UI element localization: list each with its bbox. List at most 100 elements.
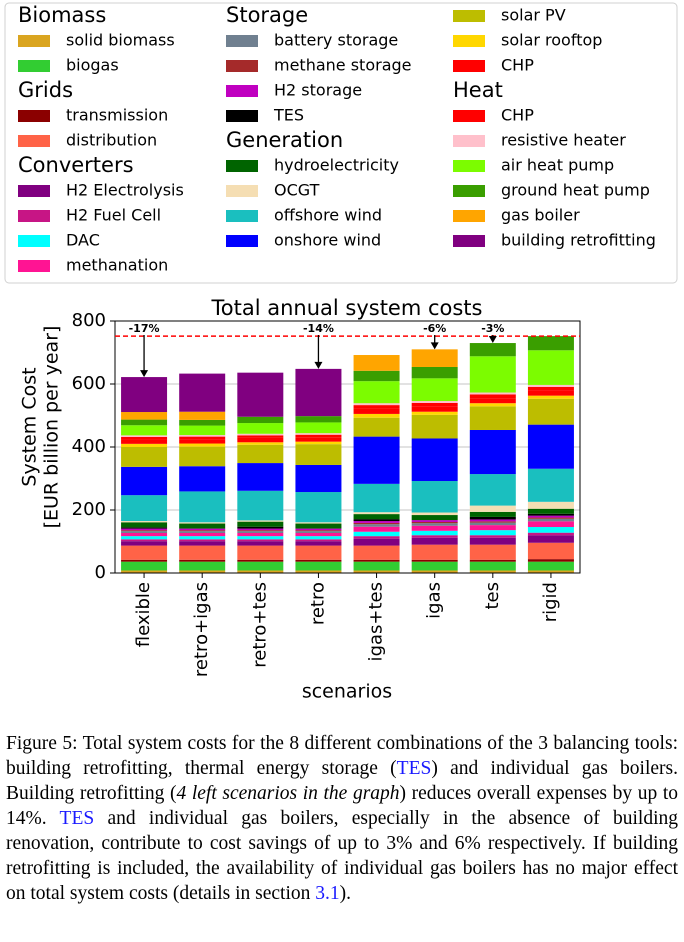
- bar-segment: [121, 530, 168, 532]
- bar-segment: [527, 390, 574, 396]
- legend-box: [4, 2, 678, 284]
- bar-segment: [295, 536, 342, 540]
- bar-segment: [353, 526, 400, 532]
- bar-segment: [411, 402, 458, 407]
- bar-segment: [411, 559, 458, 562]
- bar-segment: [353, 521, 400, 523]
- bar-segment: [527, 336, 574, 351]
- bar-segment: [353, 403, 400, 406]
- legend-swatch: [226, 160, 258, 172]
- bar-segment: [179, 523, 226, 529]
- bar-segment: [527, 395, 574, 399]
- bar-segment: [295, 434, 342, 438]
- bar-segment: [411, 515, 458, 521]
- bar-segment: [469, 394, 516, 399]
- bar-segment: [237, 528, 284, 531]
- bar-segment: [295, 437, 342, 442]
- bar-segment: [353, 545, 400, 560]
- bar-segment: [121, 532, 168, 537]
- bar-segment: [179, 570, 226, 573]
- bar-segment: [411, 525, 458, 531]
- legend-label: DAC: [66, 231, 100, 250]
- bar-segment: [295, 422, 342, 434]
- legend-label: offshore wind: [274, 206, 382, 225]
- bar-segment: [411, 401, 458, 403]
- legend-swatch: [226, 35, 258, 47]
- bar-segment: [295, 492, 342, 523]
- bar-segment: [121, 539, 168, 542]
- legend-label: building retrofitting: [501, 231, 656, 250]
- bar-segment: [237, 570, 284, 573]
- caption-link[interactable]: 3.1: [315, 883, 340, 904]
- bar-segment: [469, 398, 516, 404]
- bar-segment: [121, 439, 168, 444]
- bar-segment: [179, 443, 226, 447]
- bar-segment: [411, 411, 458, 415]
- bar-segment: [295, 368, 342, 417]
- bar-segment: [469, 429, 516, 475]
- bar-segment: [179, 419, 226, 426]
- bar-segment: [179, 541, 226, 546]
- bar-segment: [353, 417, 400, 437]
- bar-segment: [469, 530, 516, 536]
- annotation-label: -3%: [481, 322, 504, 335]
- bar-segment: [121, 377, 168, 413]
- bar-segment: [295, 444, 342, 465]
- bar-segment: [237, 490, 284, 521]
- bar-segment: [237, 442, 284, 445]
- bar-segment: [353, 381, 400, 404]
- bar-segment: [179, 446, 226, 467]
- y-tick-label: 0: [95, 562, 106, 583]
- bar-segment: [353, 405, 400, 409]
- bar-segment: [295, 541, 342, 546]
- legend-swatch: [18, 235, 50, 247]
- bar-segment: [527, 535, 574, 543]
- bar-segment: [411, 378, 458, 402]
- caption-text: and individual gas boilers, especially i…: [6, 808, 678, 904]
- chart-title: Total annual system costs: [210, 296, 482, 320]
- bar-segment: [121, 528, 168, 531]
- legend-swatch: [453, 160, 485, 172]
- bar-segment: [237, 561, 284, 571]
- bar-segment: [527, 515, 574, 518]
- bar-segment: [527, 521, 574, 528]
- legend-swatch: [226, 85, 258, 97]
- bar-segment: [121, 419, 168, 426]
- bar-segment: [353, 436, 400, 484]
- bar-segment: [353, 408, 400, 414]
- bar-segment: [469, 525, 516, 531]
- x-tick-label: retro: [307, 582, 328, 625]
- bar-segment: [411, 521, 458, 524]
- legend-label: methane storage: [274, 56, 412, 75]
- bar-segment: [353, 524, 400, 527]
- bar-segment: [179, 425, 226, 436]
- caption-link[interactable]: TES: [59, 808, 95, 829]
- bar-segment: [353, 559, 400, 562]
- bar-segment: [121, 527, 168, 529]
- bar-segment: [121, 570, 168, 573]
- caption-link[interactable]: TES: [396, 758, 432, 779]
- legend-swatch: [18, 260, 50, 272]
- bar-segment: [121, 436, 168, 440]
- bar-segment: [527, 386, 574, 391]
- caption-text: Figure 5: Total system costs for the 8 d…: [6, 733, 678, 779]
- bar-segment: [237, 545, 284, 560]
- bar-segment: [237, 541, 284, 546]
- legend-group-title: Heat: [453, 78, 503, 102]
- legend-group-title: Biomass: [18, 3, 106, 27]
- bar-segment: [353, 531, 400, 537]
- bar-segment: [179, 528, 226, 531]
- bar-segment: [295, 416, 342, 423]
- bar-segment: [469, 356, 516, 393]
- bar-segment: [411, 349, 458, 367]
- y-axis-label: System Cost: [19, 367, 41, 486]
- bar-segment: [469, 537, 516, 545]
- bar-segment: [121, 447, 168, 467]
- bar-segment: [527, 532, 574, 536]
- bar-segment: [179, 436, 226, 440]
- bar-segment: [179, 491, 226, 523]
- bar-segment: [469, 535, 516, 538]
- plot-frame: [114, 320, 581, 574]
- bar-segment: [411, 520, 458, 522]
- figure: Total annual system costs scenarios Syst…: [4, 2, 678, 703]
